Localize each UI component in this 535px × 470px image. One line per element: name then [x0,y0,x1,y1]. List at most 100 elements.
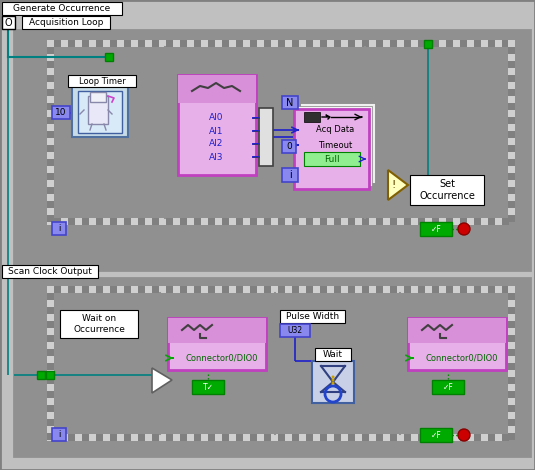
Bar [110,218,117,225]
Bar [280,310,345,323]
Bar [362,434,369,441]
Bar [495,434,502,441]
Bar [348,40,355,47]
Bar [341,286,348,293]
Bar [453,434,460,441]
Bar [229,218,236,225]
Bar [420,222,452,236]
Bar [369,40,376,47]
Bar [306,286,313,293]
Bar [138,286,145,293]
Bar [47,377,54,384]
Bar [278,218,285,225]
Bar [508,384,515,391]
Bar [508,363,515,370]
Bar [508,342,515,349]
Bar [474,286,481,293]
Bar [173,434,180,441]
Bar [306,40,313,47]
Bar [257,286,264,293]
Bar [264,286,271,293]
Bar [208,40,215,47]
Bar [229,40,236,47]
Bar [47,321,54,328]
Bar [103,40,110,47]
Text: Wait on
Occurrence: Wait on Occurrence [73,314,125,334]
Bar [103,218,110,225]
Bar [180,218,187,225]
Bar [201,218,208,225]
Text: U32: U32 [287,326,303,335]
Bar [236,40,243,47]
Text: Connector0/DIO0: Connector0/DIO0 [186,353,258,362]
Bar [285,434,292,441]
Text: N: N [286,97,294,108]
Bar [408,318,506,370]
Bar [2,16,15,29]
Bar [383,40,390,47]
Bar [488,434,495,441]
Bar [131,218,138,225]
Bar [508,377,515,384]
Bar [397,218,404,225]
Bar [508,293,515,300]
Bar [47,286,515,441]
Bar [187,40,194,47]
Bar [264,218,271,225]
Bar [425,40,432,47]
Bar [47,40,54,47]
Text: AI3: AI3 [209,152,223,162]
Text: Wait: Wait [323,350,343,359]
Bar [194,218,201,225]
Bar [103,434,110,441]
Bar [47,349,54,356]
Bar [52,222,66,235]
Text: ✓F: ✓F [442,383,453,392]
Bar [292,434,299,441]
Bar [47,384,54,391]
Bar [313,40,320,47]
Bar [208,434,215,441]
Bar [75,40,82,47]
Bar [271,40,278,47]
Bar [236,286,243,293]
Bar [397,286,404,293]
Bar [250,40,257,47]
Bar [131,286,138,293]
Text: AI2: AI2 [209,140,223,149]
Bar [145,434,152,441]
Bar [432,218,439,225]
Text: ✓F: ✓F [431,431,441,439]
Bar [88,96,108,124]
Bar [236,434,243,441]
Bar [348,286,355,293]
Bar [2,2,122,15]
Bar [47,138,54,145]
Bar [96,434,103,441]
Bar [383,218,390,225]
Bar [320,286,327,293]
Bar [89,40,96,47]
Bar [390,40,397,47]
Bar [410,175,484,205]
Bar [341,434,348,441]
Bar [508,370,515,377]
Bar [467,40,474,47]
Bar [334,434,341,441]
Bar [192,380,224,394]
Bar [355,434,362,441]
Bar [47,40,54,47]
Bar [82,286,89,293]
Bar [124,286,131,293]
Bar [47,286,54,293]
Circle shape [458,429,470,441]
Bar [243,434,250,441]
Bar [103,286,110,293]
Bar [138,218,145,225]
Bar [508,82,515,89]
Bar [404,40,411,47]
Bar [481,434,488,441]
Bar [68,218,75,225]
Bar [432,380,464,394]
Bar [96,40,103,47]
